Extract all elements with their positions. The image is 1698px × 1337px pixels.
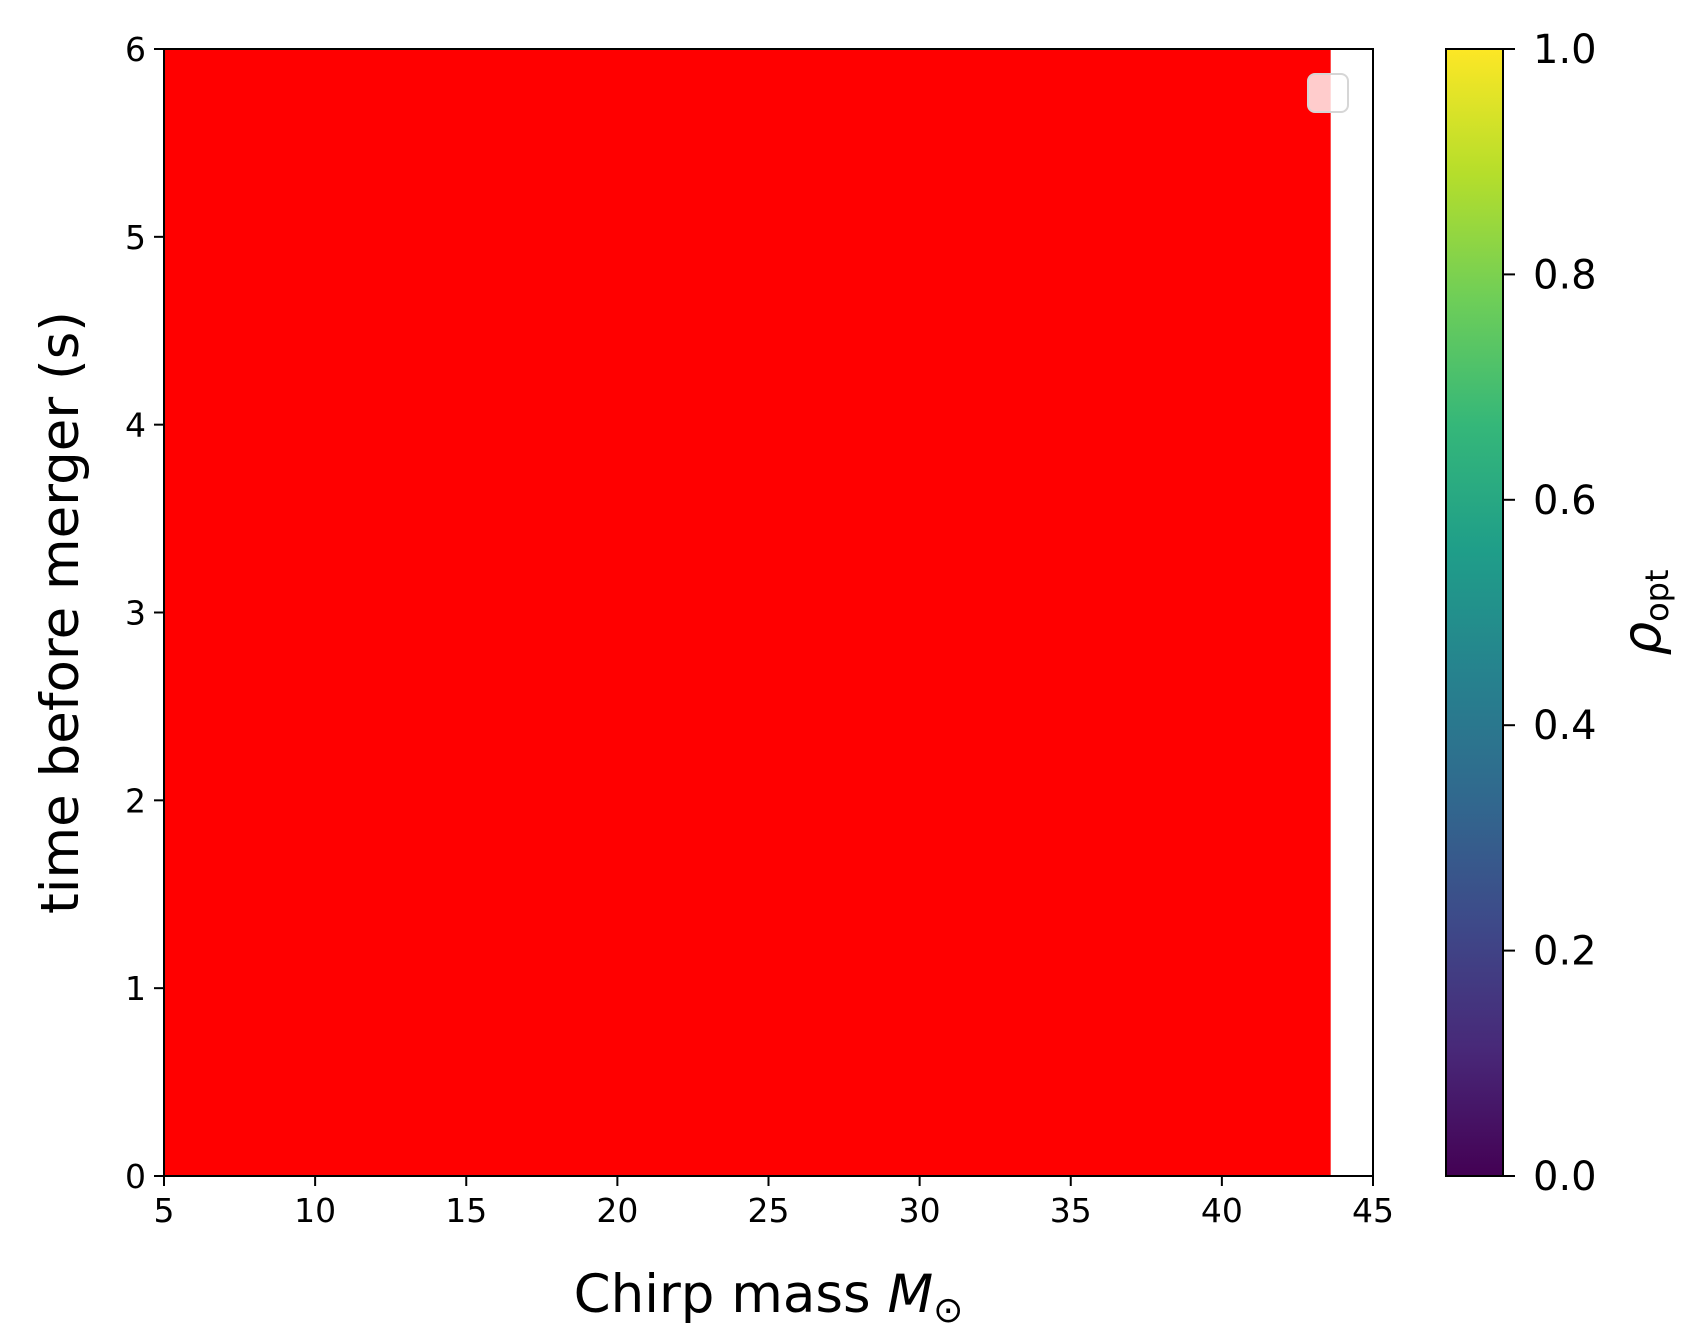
x-tick-label: 35 (1050, 1191, 1092, 1230)
colorbar-ticks: 0.0 0.2 0.4 0.6 0.8 1.0 (1503, 27, 1597, 1200)
colorbar: 0.0 0.2 0.4 0.6 0.8 1.0 (1445, 27, 1597, 1200)
colorbar-label: ρopt (1612, 569, 1676, 655)
heatmap-filled-region (164, 49, 1331, 1176)
colorbar-tick-label: 0.8 (1533, 252, 1597, 298)
colorbar-gradient (1445, 48, 1504, 1177)
x-tick-label: 30 (899, 1191, 941, 1230)
x-tick-label: 15 (445, 1191, 487, 1230)
x-tick-label: 25 (748, 1191, 790, 1230)
y-axis-label: time before merger (s) (30, 311, 91, 914)
colorbar-tick-label: 0.2 (1533, 929, 1597, 975)
y-tick-label: 3 (125, 594, 146, 633)
x-tick-label: 45 (1352, 1191, 1394, 1230)
x-axis-ticks: 5 10 15 20 25 30 35 40 45 (154, 1176, 1394, 1230)
x-tick-label: 10 (294, 1191, 336, 1230)
y-tick-label: 0 (125, 1157, 146, 1196)
colorbar-tick-label: 1.0 (1533, 27, 1597, 73)
x-tick-label: 5 (154, 1191, 175, 1230)
colorbar-tick-label: 0.0 (1533, 1154, 1597, 1200)
colorbar-tick-label: 0.6 (1533, 478, 1597, 524)
x-tick-label: 20 (596, 1191, 638, 1230)
y-axis-ticks: 0 1 2 3 4 5 6 (125, 30, 164, 1196)
y-tick-label: 6 (125, 30, 146, 69)
y-tick-label: 2 (125, 781, 146, 820)
colorbar-tick-label: 0.4 (1533, 703, 1597, 749)
x-tick-label: 40 (1201, 1191, 1243, 1230)
y-tick-label: 1 (125, 969, 146, 1008)
y-tick-label: 4 (125, 406, 146, 445)
empty-legend-box (1307, 73, 1349, 113)
y-tick-label: 5 (125, 218, 146, 257)
x-axis-label: Chirp mass M⊙ (574, 1264, 964, 1331)
